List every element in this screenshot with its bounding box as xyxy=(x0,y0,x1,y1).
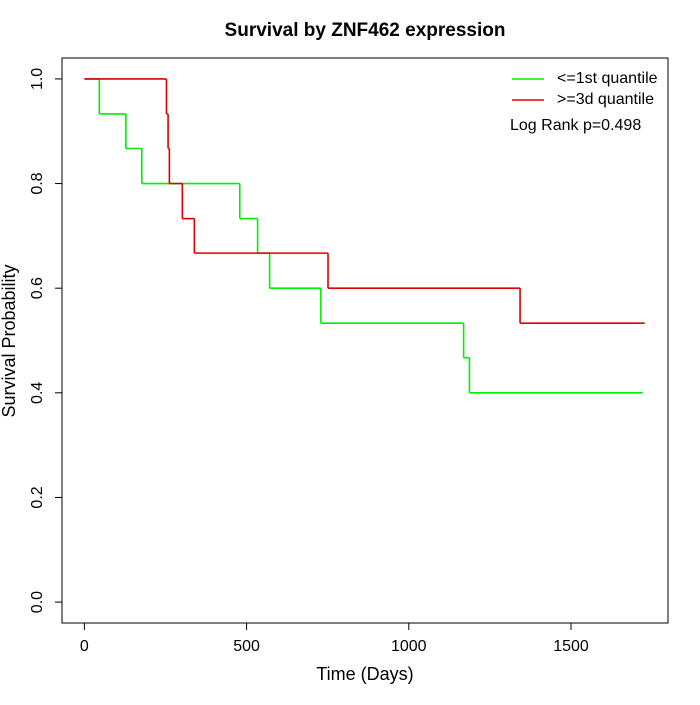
y-tick-label: 0.8 xyxy=(29,172,46,194)
y-tick-label: 0.2 xyxy=(29,486,46,508)
y-tick-label: 0.6 xyxy=(29,277,46,299)
legend-label: <=1st quantile xyxy=(557,70,658,87)
annotation: Log Rank p=0.498 xyxy=(510,117,641,134)
plot-frame xyxy=(61,57,669,624)
x-tick-label: 0 xyxy=(80,638,89,655)
y-axis-label: Survival Probability xyxy=(0,264,19,417)
x-tick-label: 1000 xyxy=(391,638,427,655)
x-tick-label: 500 xyxy=(233,638,260,655)
y-tick-label: 0.0 xyxy=(29,591,46,613)
x-axis-label: Time (Days) xyxy=(316,664,413,684)
legend-label: >=3d quantile xyxy=(557,91,654,108)
y-tick-label: 1.0 xyxy=(29,68,46,90)
x-tick-label: 1500 xyxy=(553,638,589,655)
y-tick-label: 0.4 xyxy=(29,382,46,404)
chart-title: Survival by ZNF462 expression xyxy=(225,20,506,41)
